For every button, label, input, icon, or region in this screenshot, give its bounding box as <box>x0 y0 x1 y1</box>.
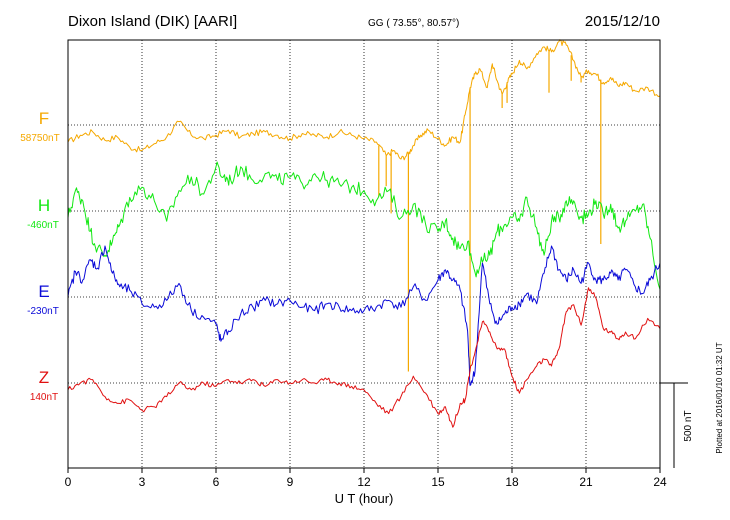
plotted-timestamp: Plotted at 2016/01/10 01:32 UT <box>715 342 724 453</box>
x-tick-label: 18 <box>505 475 519 489</box>
x-tick-label: 0 <box>65 475 72 489</box>
series-line-z <box>67 287 661 428</box>
series-labels: F 58750nT H -460nT E -230nT Z 140nT <box>20 109 59 403</box>
x-tick-label: 24 <box>653 475 667 489</box>
coordinates-label: GG ( 73.55°, 80.57°) <box>368 18 459 29</box>
x-axis-label: U T (hour) <box>335 491 394 506</box>
series-z-baseline: 140nT <box>30 392 58 403</box>
series-e-name: E <box>38 282 49 301</box>
series-line-h <box>67 161 661 290</box>
scale-bar-label: 500 nT <box>683 410 694 441</box>
x-tick-label: 15 <box>431 475 445 489</box>
x-axis-ticks: 0 3 6 9 12 15 18 21 24 <box>65 468 667 489</box>
date-label: 2015/12/10 <box>585 13 660 30</box>
station-title: Dixon Island (DIK) [AARI] <box>68 13 237 30</box>
series-f-name: F <box>39 109 49 128</box>
series-line-e <box>67 245 661 386</box>
series-e-baseline: -230nT <box>27 306 59 317</box>
grid-lines <box>68 40 660 468</box>
x-tick-label: 12 <box>357 475 371 489</box>
series-h-baseline: -460nT <box>27 220 59 231</box>
x-tick-label: 9 <box>287 475 294 489</box>
series-f-baseline: 58750nT <box>20 133 59 144</box>
x-tick-label: 21 <box>579 475 593 489</box>
x-tick-label: 3 <box>139 475 146 489</box>
series-z-name: Z <box>39 368 49 387</box>
scale-bar: 500 nT <box>660 382 694 468</box>
x-tick-label: 6 <box>213 475 220 489</box>
series-layer <box>67 39 661 428</box>
series-h-name: H <box>38 196 50 215</box>
series-line-f <box>67 39 661 161</box>
